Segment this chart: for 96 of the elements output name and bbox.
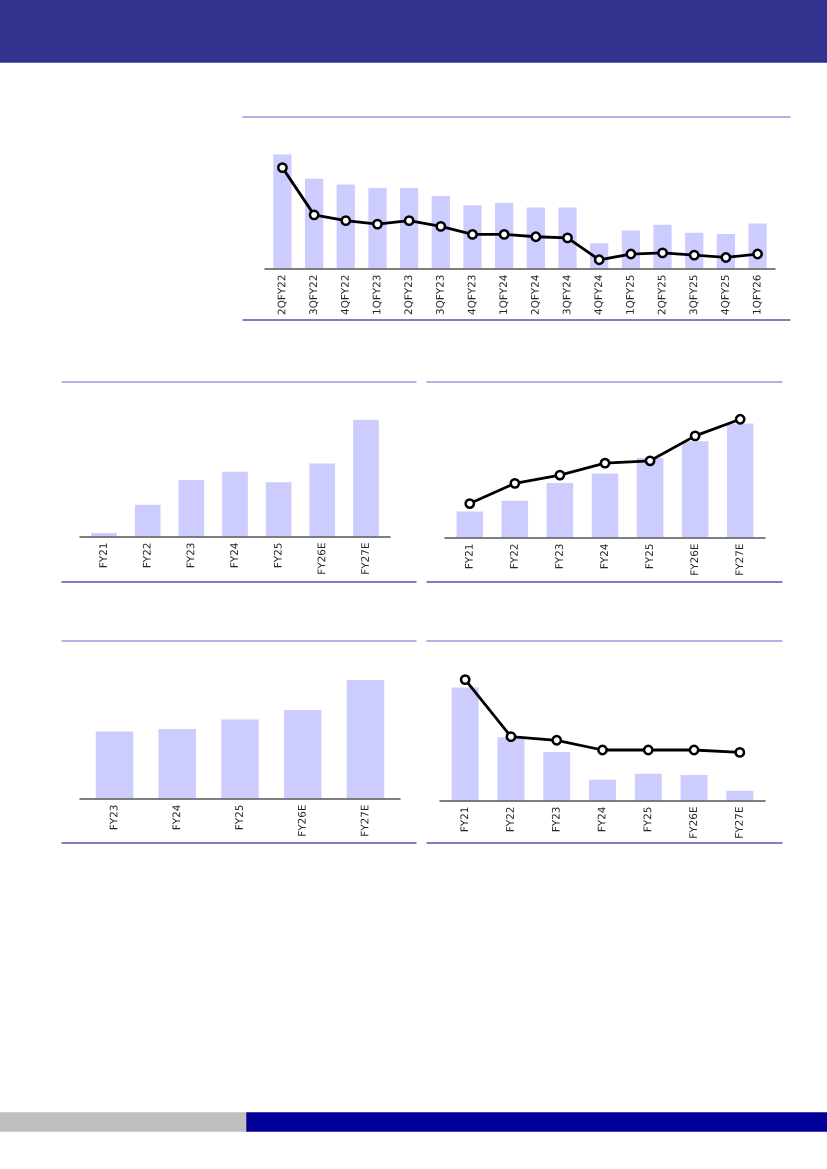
x-tick-label: FY27E: [360, 805, 369, 836]
bar: [679, 773, 709, 801]
point: [435, 220, 447, 232]
x-tick-label: FY27E: [734, 807, 743, 838]
x-tick-label: FY24: [597, 807, 606, 832]
bar: [635, 456, 665, 538]
x-tick-label: 1QFY23: [372, 275, 382, 314]
bar: [590, 471, 620, 538]
bar: [345, 678, 386, 799]
point: [599, 457, 611, 469]
x-tick-label: 2QFY25: [657, 275, 667, 315]
x-tick-label: FY26E: [690, 544, 699, 575]
point: [340, 215, 352, 227]
bar: [724, 789, 755, 801]
point: [308, 209, 320, 221]
x-tick-label: FY21: [464, 544, 473, 569]
x-tick-label: FY25: [645, 544, 654, 569]
bar: [496, 735, 526, 801]
bar: [500, 499, 530, 538]
x-tick-label: FY26E: [297, 805, 306, 836]
bar: [525, 206, 547, 269]
x-tick-label: 1QFY25: [626, 275, 636, 314]
bar: [271, 153, 293, 269]
bar: [264, 480, 293, 537]
x-tick-label: 3QFY25: [689, 275, 699, 315]
point: [372, 218, 383, 230]
point: [554, 469, 566, 481]
bar: [398, 186, 420, 269]
x-tick-label: FY27E: [735, 544, 744, 575]
x-tick-label: 1QFY26: [752, 275, 762, 314]
x-tick-label: 2QFY24: [530, 275, 541, 315]
bar: [541, 750, 572, 801]
bar: [351, 418, 381, 537]
x-tick-label: 3QFY22: [309, 275, 319, 315]
x-tick-label: 3QFY24: [562, 275, 572, 315]
bar: [219, 718, 261, 799]
point: [530, 231, 542, 243]
point: [509, 477, 521, 489]
point: [752, 248, 763, 260]
bar: [366, 186, 388, 269]
x-tick-label: FY26E: [689, 807, 698, 838]
point: [657, 247, 668, 259]
x-tick-label: FY22: [142, 543, 151, 568]
point: [551, 734, 563, 746]
point: [734, 413, 746, 425]
x-tick-label: 4QFY22: [340, 275, 350, 315]
x-tick-label: FY23: [109, 805, 118, 830]
bar: [220, 470, 250, 537]
x-tick-label: FY23: [551, 807, 560, 832]
x-tick-label: 4QFY23: [467, 275, 477, 315]
point: [562, 232, 573, 244]
x-tick-label: FY25: [235, 805, 244, 830]
x-tick-label: FY27E: [361, 543, 369, 574]
point: [505, 731, 517, 743]
point: [689, 430, 701, 442]
point: [498, 229, 510, 240]
x-tick-label: 1QFY24: [499, 275, 509, 314]
point: [403, 215, 415, 227]
x-tick-label: FY22: [506, 807, 514, 832]
bar: [430, 194, 452, 269]
bar: [94, 730, 135, 799]
point: [734, 747, 746, 758]
x-tick-label: FY24: [172, 805, 181, 830]
x-tick-label: FY24: [600, 544, 608, 569]
x-tick-label: 4QFY25: [721, 275, 731, 315]
bar: [633, 772, 664, 801]
point: [459, 674, 471, 685]
x-tick-label: 2QFY22: [277, 275, 287, 315]
x-tick-label: FY21: [99, 543, 107, 568]
bar: [335, 183, 357, 269]
x-tick-label: FY24: [230, 543, 238, 568]
x-tick-label: FY23: [186, 543, 195, 568]
point: [277, 162, 288, 174]
point: [688, 744, 700, 756]
x-tick-label: FY21: [460, 807, 469, 832]
point: [467, 229, 478, 240]
point: [597, 744, 608, 756]
point: [644, 455, 656, 467]
bar: [133, 503, 162, 537]
bar: [157, 727, 198, 799]
x-tick-label: 3QFY23: [435, 275, 446, 315]
bar: [493, 201, 515, 269]
bar: [587, 778, 618, 801]
x-tick-label: FY25: [273, 543, 282, 568]
point: [642, 744, 654, 756]
x-tick-label: 2QFY23: [404, 275, 414, 315]
bar: [177, 478, 206, 537]
bar: [308, 462, 337, 537]
x-tick-label: FY22: [510, 544, 518, 569]
x-tick-label: FY25: [643, 807, 652, 832]
x-tick-label: FY26E: [317, 543, 326, 574]
point: [464, 498, 476, 509]
x-tick-label: 4QFY24: [594, 275, 604, 315]
bar: [303, 177, 325, 269]
x-tick-label: FY23: [555, 544, 563, 569]
bar: [282, 708, 323, 799]
